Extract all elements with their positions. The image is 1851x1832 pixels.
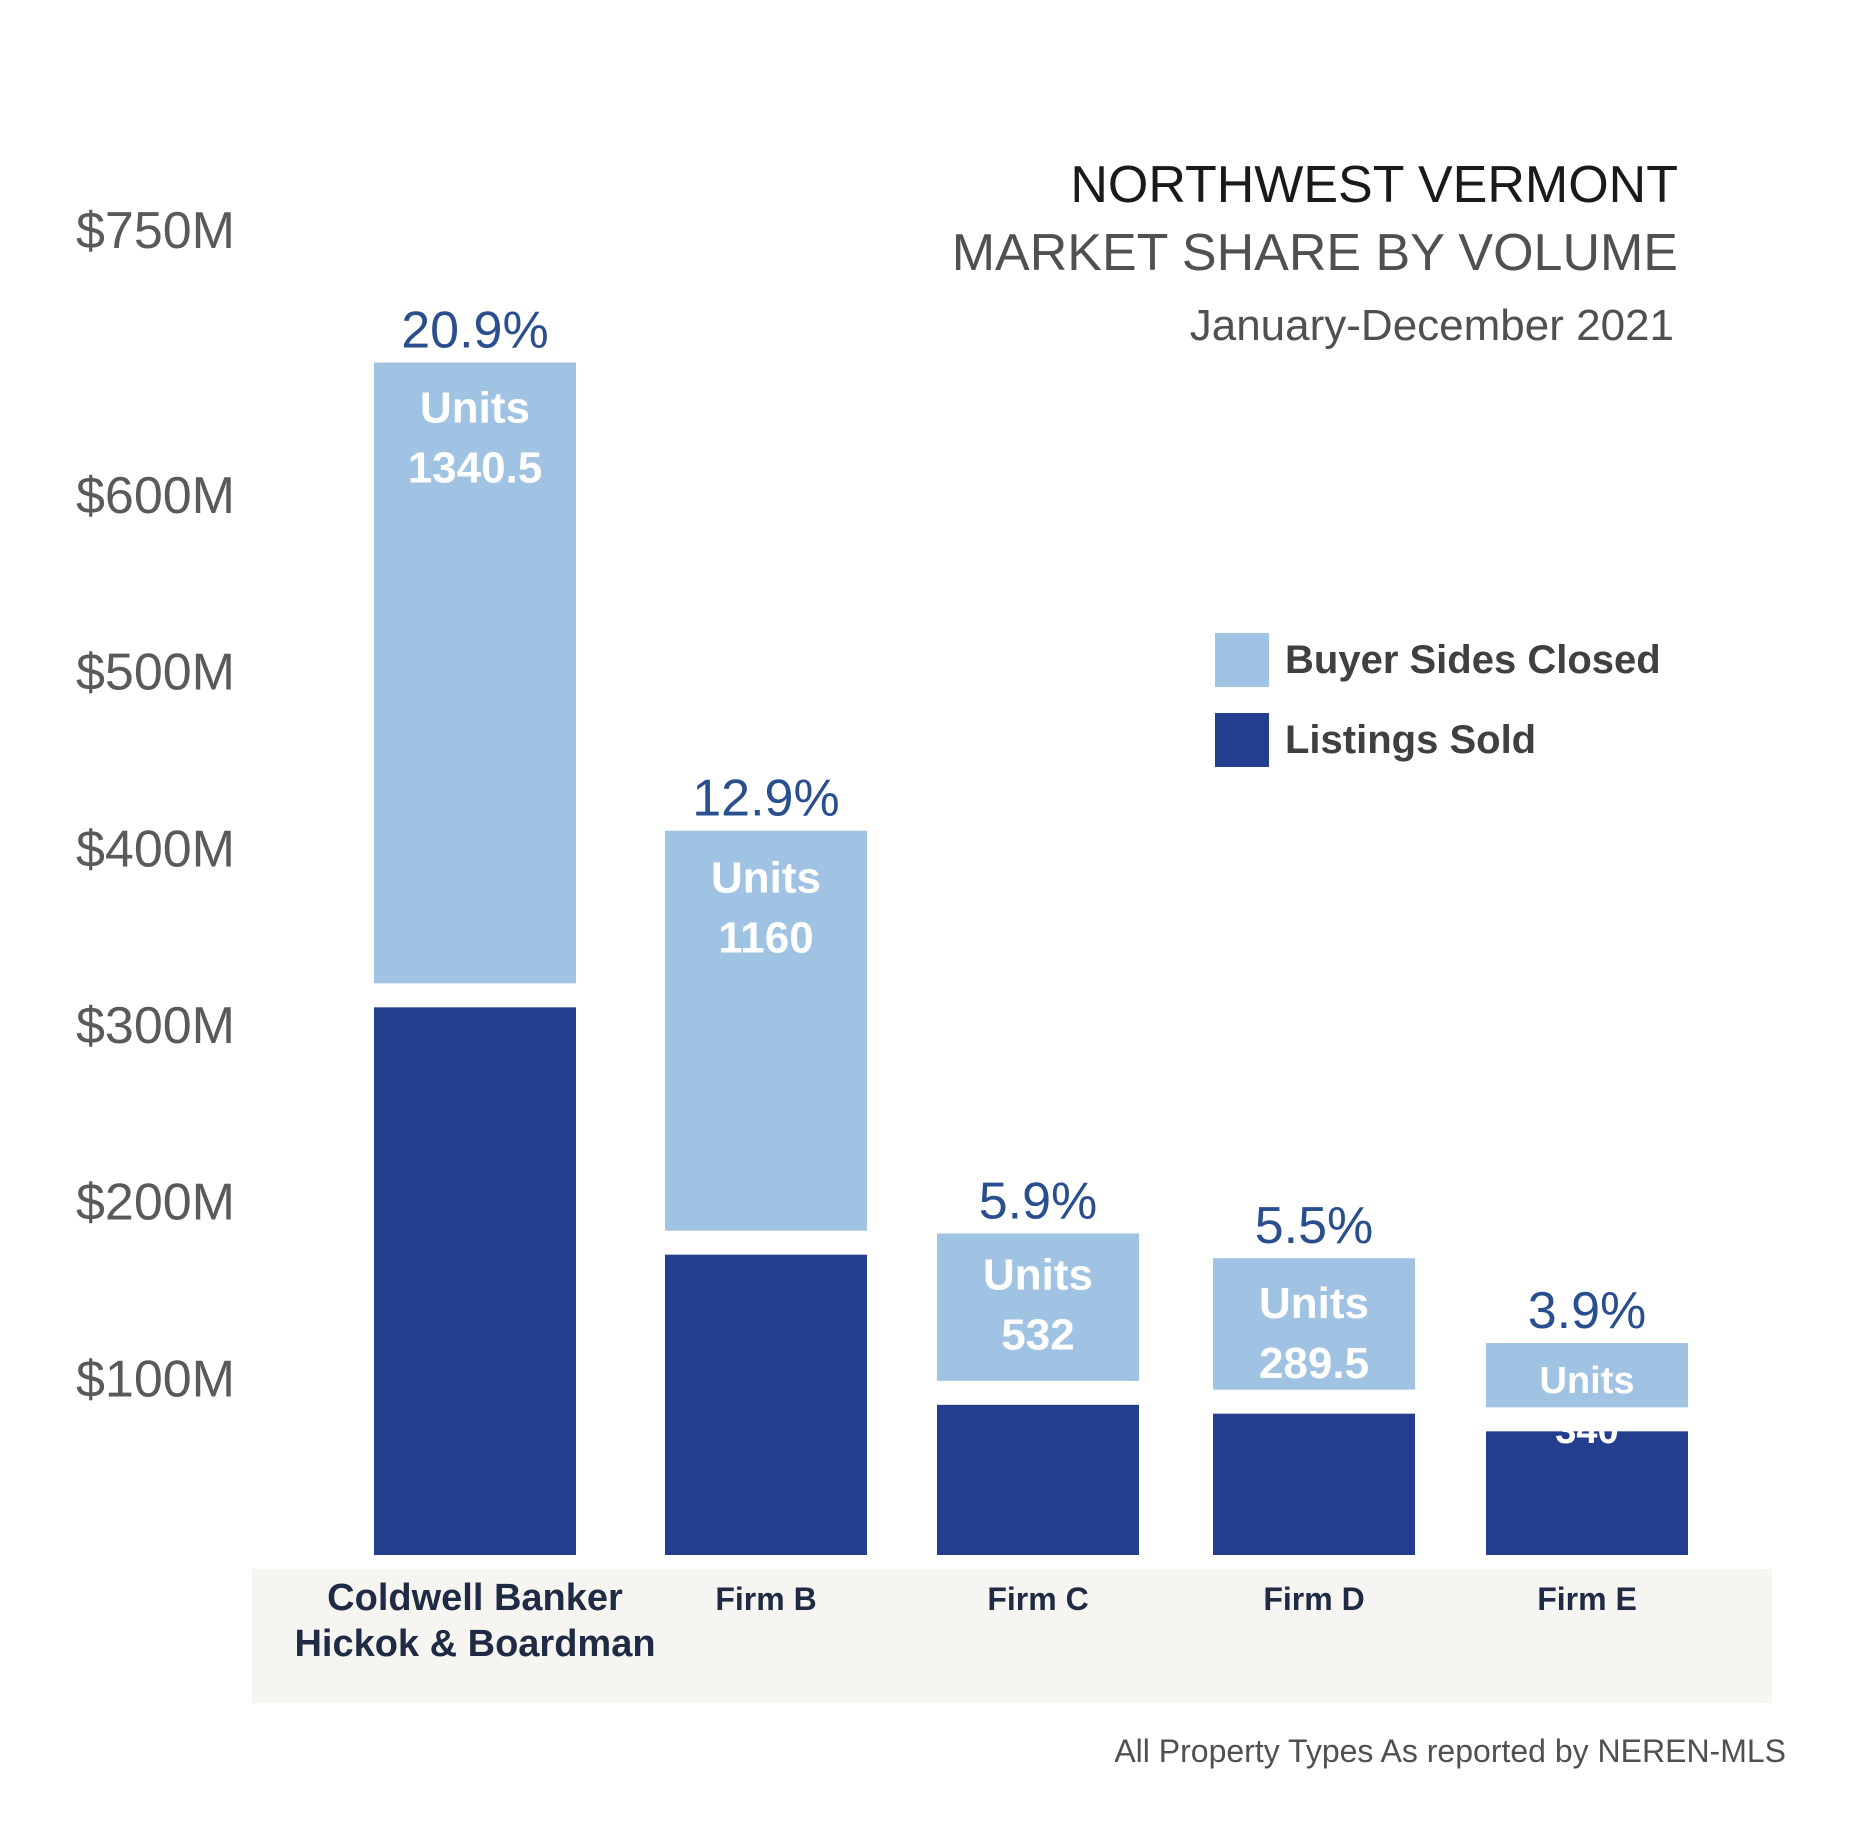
units-label: Units (1540, 1360, 1635, 1402)
chart-title: NORTHWEST VERMONT (1070, 156, 1678, 214)
category-label: Hickok & Boardman (294, 1623, 655, 1665)
y-tick-label: $200M (76, 1174, 235, 1232)
chart-subtitle: MARKET SHARE BY VOLUME (952, 224, 1678, 282)
category-label: Firm B (715, 1581, 816, 1617)
legend-label: Buyer Sides Closed (1285, 638, 1661, 682)
share-label: 12.9% (692, 770, 839, 828)
y-tick-label: $400M (76, 820, 235, 878)
legend-swatch (1215, 713, 1269, 767)
bar-buyer-sides-closed (374, 362, 576, 984)
share-label: 3.9% (1528, 1282, 1647, 1340)
bars: 20.9% Units 1340.5 12.9% Units 1160 5.9% Units 5… (374, 302, 1688, 1555)
units-value: 532 (1001, 1310, 1074, 1359)
bar-buyer-sides-closed (1213, 1258, 1415, 1390)
category-label: Firm E (1537, 1581, 1637, 1617)
y-tick-label: $100M (76, 1350, 235, 1408)
bar-listings-sold (1486, 1431, 1688, 1555)
bar-buyer-sides-closed (665, 830, 867, 1231)
bar-listings-sold (1213, 1413, 1415, 1555)
chart-period: January-December 2021 (1190, 301, 1674, 350)
bar-buyer-sides-closed (937, 1233, 1139, 1381)
units-value: 340 (1555, 1410, 1618, 1452)
category-label: Firm C (987, 1581, 1088, 1617)
units-label: Units (983, 1250, 1093, 1299)
share-label: 20.9% (401, 302, 548, 360)
units-label: Units (711, 854, 821, 903)
legend-swatch (1215, 633, 1269, 687)
units-label: Units (420, 384, 530, 433)
y-tick-label: $300M (76, 997, 235, 1055)
units-value: 1160 (718, 914, 813, 963)
y-tick-label: $500M (76, 644, 235, 702)
legend-label: Listings Sold (1285, 718, 1536, 762)
footnote: All Property Types As reported by NEREN-… (1114, 1733, 1786, 1769)
y-tick-label: $750M (76, 202, 235, 260)
share-label: 5.5% (1255, 1197, 1374, 1255)
units-label: Units (1259, 1279, 1369, 1328)
category-label: Firm D (1263, 1581, 1364, 1617)
bar-listings-sold (665, 1254, 867, 1555)
bar-buyer-sides-closed (1486, 1343, 1688, 1408)
units-value: 289.5 (1259, 1339, 1369, 1388)
bar-listings-sold (937, 1404, 1139, 1555)
category-band (252, 1569, 1772, 1703)
bar-listings-sold (374, 1007, 576, 1555)
category-label: Coldwell Banker (327, 1577, 623, 1619)
y-tick-label: $600M (76, 467, 235, 525)
y-axis: $100M $200M $300M $400M $500M $600M $750M (76, 202, 235, 1408)
legend: Buyer Sides Closed Listings Sold (1215, 633, 1661, 767)
share-label: 5.9% (979, 1172, 1098, 1230)
units-value: 1340.5 (408, 444, 543, 493)
